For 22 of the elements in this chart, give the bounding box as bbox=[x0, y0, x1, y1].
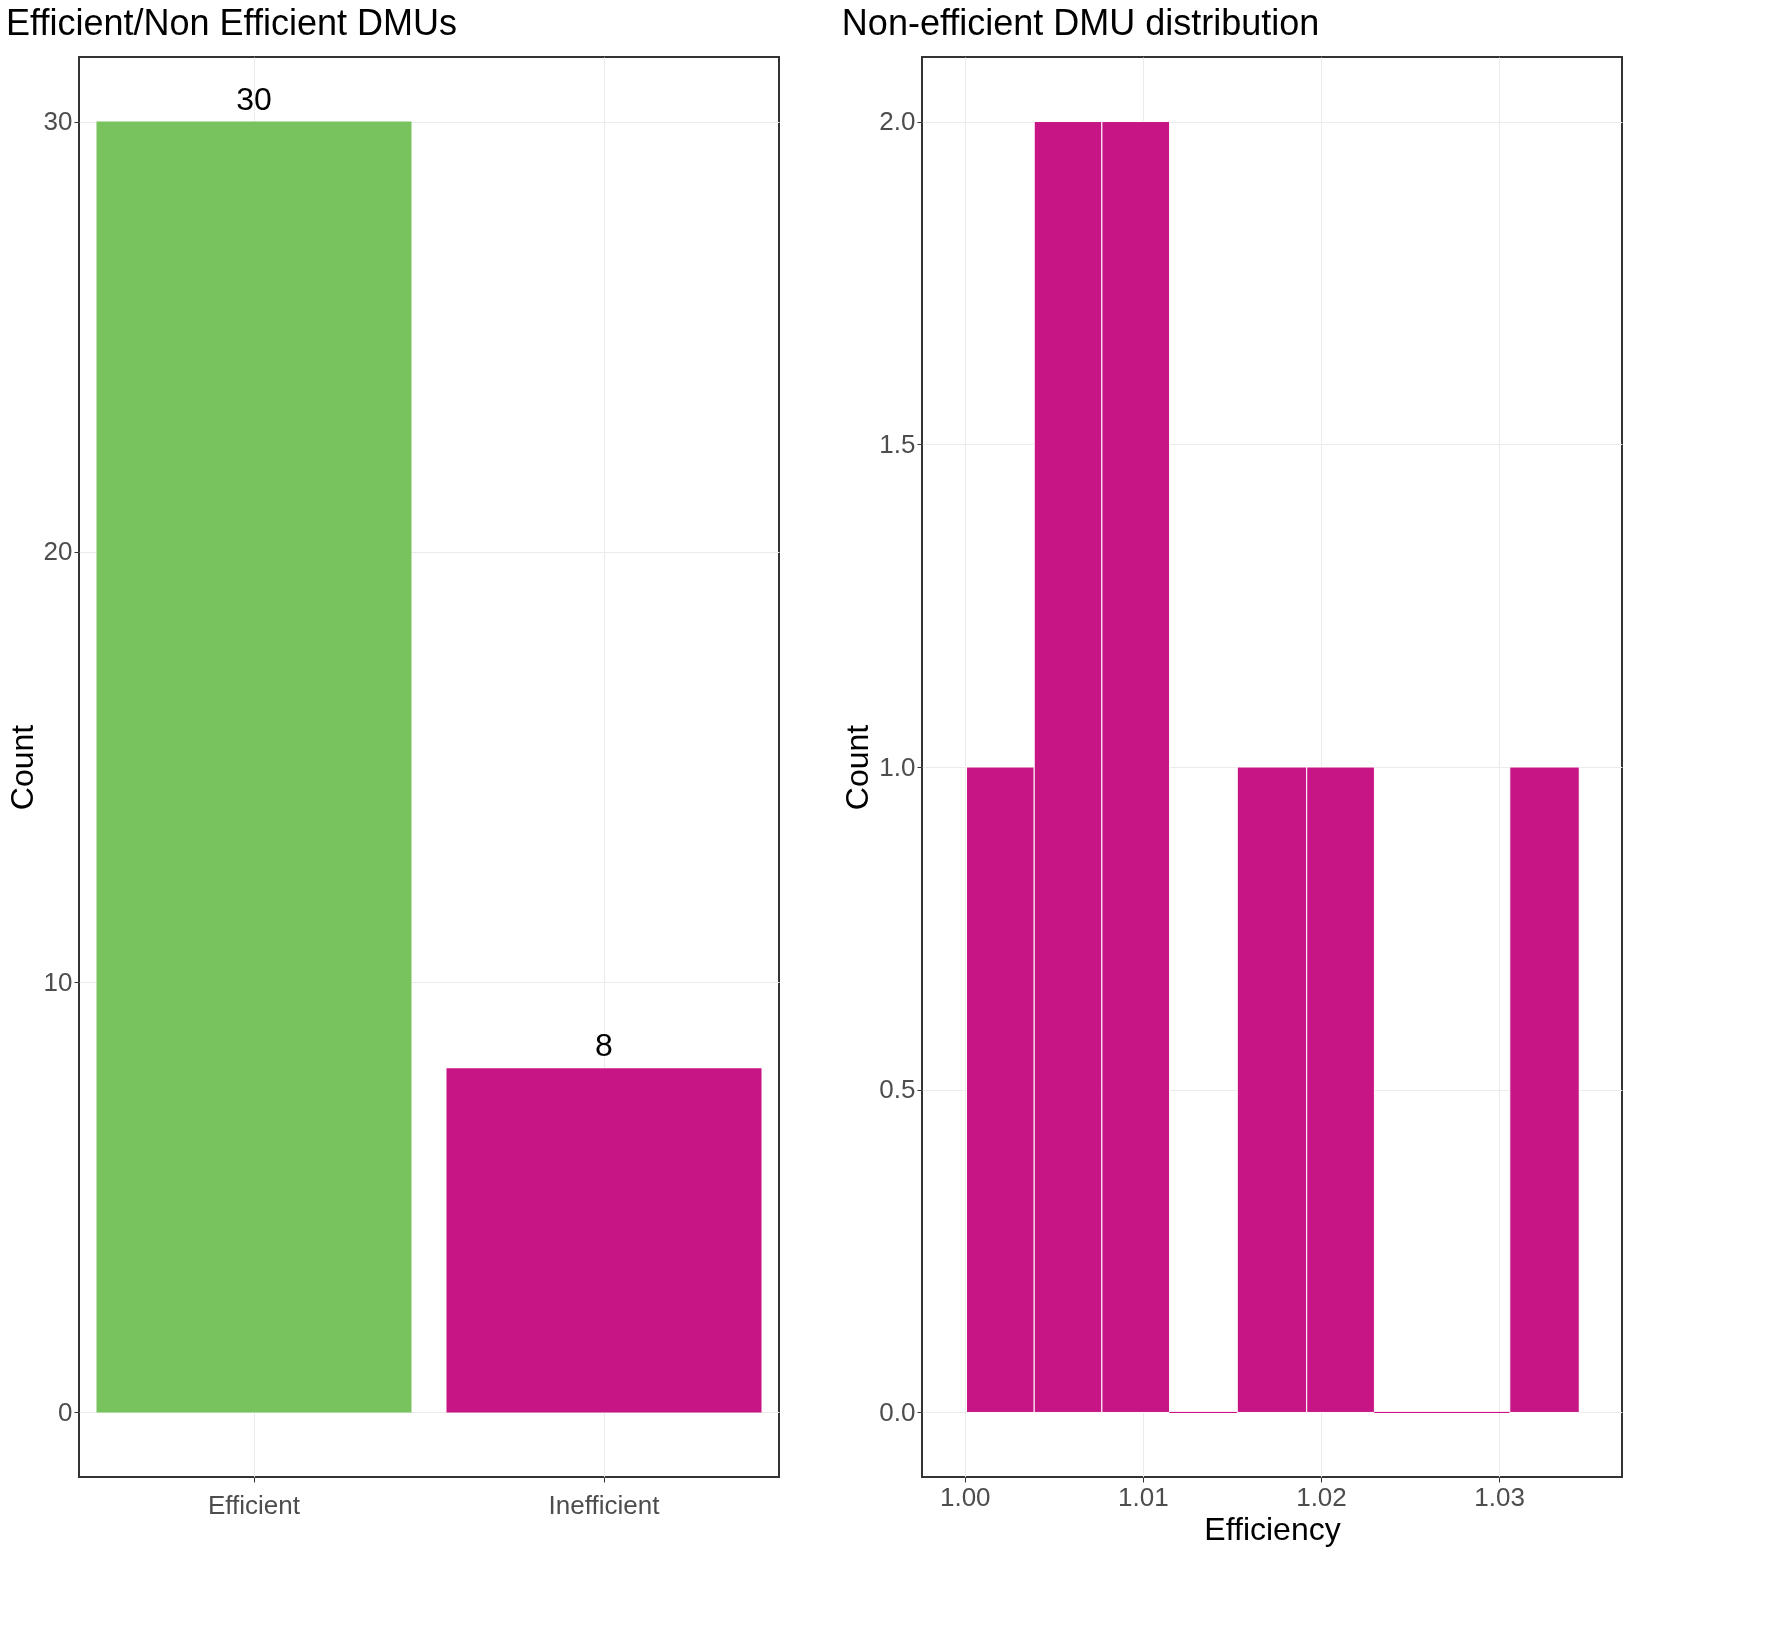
chart-title: Efficient/Non Efficient DMUs bbox=[6, 2, 457, 43]
y-tick-label: 30 bbox=[43, 106, 73, 137]
y-axis-title: Count bbox=[3, 724, 40, 811]
y-tick-label: 2.0 bbox=[879, 106, 916, 137]
y-tick-label: 0.5 bbox=[879, 1074, 916, 1105]
y-tick-label: 0 bbox=[58, 1396, 73, 1427]
x-tick-label: 1.01 bbox=[1118, 1481, 1169, 1512]
y-tick-label: 1.5 bbox=[879, 428, 916, 459]
x-tick-label: 1.00 bbox=[939, 1481, 991, 1512]
data-label: 8 bbox=[595, 1027, 613, 1064]
x-tick-label: Efficient bbox=[207, 1489, 301, 1520]
y-tick-label: 10 bbox=[43, 966, 73, 997]
x-tick-label: 1.03 bbox=[1474, 1481, 1525, 1512]
chart-title: Non-efficient DMU distribution bbox=[841, 2, 1320, 43]
y-axis-title: Count bbox=[839, 724, 876, 811]
data-label: 30 bbox=[236, 80, 272, 117]
y-tick-label: 1.0 bbox=[879, 751, 916, 782]
x-axis-title: Efficiency bbox=[1204, 1510, 1341, 1547]
y-tick-label: 20 bbox=[43, 536, 73, 567]
y-tick-label: 0.0 bbox=[879, 1396, 916, 1427]
x-tick-label: Inefficient bbox=[548, 1489, 661, 1520]
x-tick-label: 1.02 bbox=[1296, 1481, 1347, 1512]
